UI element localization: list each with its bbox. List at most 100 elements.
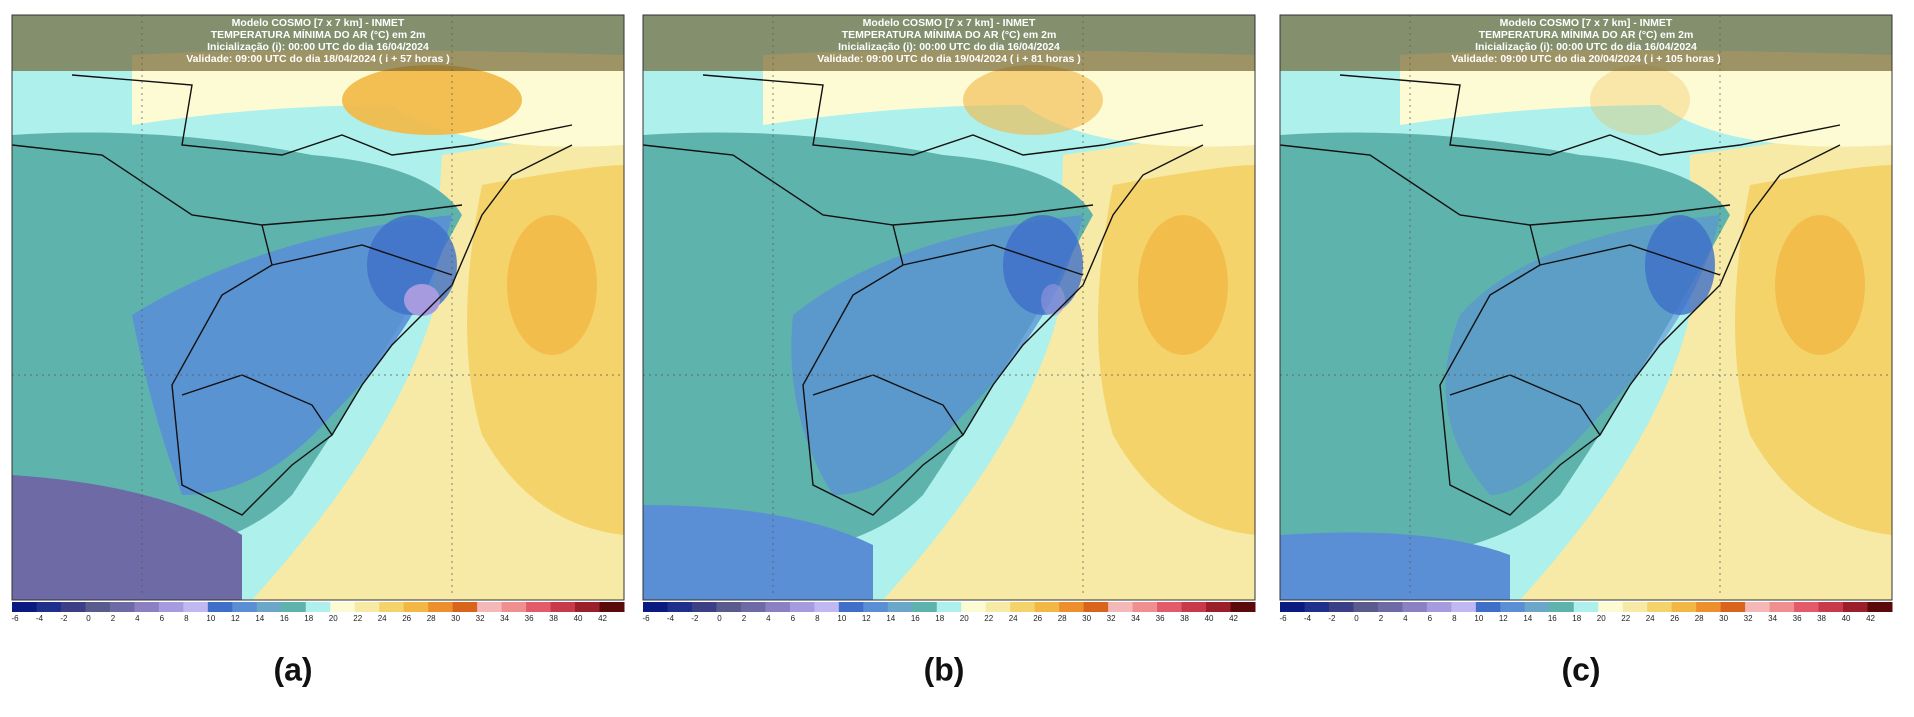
warm-spot	[507, 215, 597, 355]
colorbar-swatch	[1647, 602, 1673, 612]
colorbar-swatch	[85, 602, 111, 612]
colorbar-swatch	[765, 602, 791, 612]
colorbar-tick-label: 6	[160, 614, 165, 623]
colorbar-tick-label: 42	[598, 614, 607, 623]
colorbar-swatch	[936, 602, 962, 612]
colorbar-swatch	[863, 602, 889, 612]
colorbar-swatch	[109, 602, 135, 612]
colorbar-swatch	[1475, 602, 1501, 612]
colorbar-tick-label: 16	[280, 614, 289, 623]
header-line: TEMPERATURA MÍNIMA DO AR (°C) em 2m	[211, 28, 426, 41]
colorbar-swatch	[1696, 602, 1722, 612]
coldest	[1041, 284, 1065, 316]
colorbar-swatch	[789, 602, 815, 612]
header-line: Inicialização (i): 00:00 UTC do dia 16/0…	[207, 41, 429, 53]
colorbar-tick-label: -6	[1279, 614, 1287, 623]
header-line: TEMPERATURA MÍNIMA DO AR (°C) em 2m	[1479, 28, 1694, 41]
map-panel: Modelo COSMO [7 x 7 km] - INMETTEMPERATU…	[642, 14, 1256, 623]
colorbar-swatch	[403, 602, 429, 612]
map-field	[643, 15, 1255, 600]
colorbar-swatch	[256, 602, 282, 612]
borders	[12, 74, 573, 516]
colorbar-tick-label: -4	[667, 614, 675, 623]
colorbar-tick-label: -6	[11, 614, 19, 623]
colorbar-swatch	[207, 602, 233, 612]
colorbar-tick-label: 4	[1403, 614, 1408, 623]
south-cold	[643, 505, 873, 600]
colorbar-tick-label: 6	[791, 614, 796, 623]
colorbar-swatch	[134, 602, 160, 612]
colorbar-tick-label: 22	[1621, 614, 1630, 623]
colorbar-swatch	[36, 602, 62, 612]
south-cold	[12, 475, 242, 600]
colorbar-swatch	[1451, 602, 1477, 612]
warm-spot	[1775, 215, 1865, 355]
colorbar-tick-label: 32	[1107, 614, 1116, 623]
colorbar-tick-label: 36	[525, 614, 534, 623]
colorbar-tick-label: -4	[1304, 614, 1312, 623]
colorbar-tick-label: 38	[549, 614, 558, 623]
colorbar-swatch	[330, 602, 356, 612]
colorbar-tick-label: -2	[1328, 614, 1336, 623]
colorbar-swatch	[158, 602, 184, 612]
colorbar-tick-label: 12	[1499, 614, 1508, 623]
borders	[1280, 74, 1841, 516]
colorbar-swatch	[1328, 602, 1354, 612]
colorbar-tick-label: 4	[135, 614, 140, 623]
panel-label: (c)	[1561, 651, 1600, 687]
colorbar-tick-label: 4	[766, 614, 771, 623]
coldest	[404, 284, 440, 316]
colorbar-tick-label: 10	[206, 614, 215, 623]
colorbar-tick-label: 12	[231, 614, 240, 623]
south-cold	[1280, 532, 1510, 600]
colorbar-tick-label: 18	[304, 614, 313, 623]
colorbar-swatch	[1622, 602, 1648, 612]
colorbar-swatch	[1304, 602, 1330, 612]
colorbar-swatch	[1500, 602, 1526, 612]
colorbar-tick-label: 30	[1082, 614, 1091, 623]
colorbar-swatch	[428, 602, 454, 612]
colorbar-swatch	[232, 602, 258, 612]
colorbar-tick-label: -2	[691, 614, 699, 623]
colorbar-tick-label: 42	[1229, 614, 1238, 623]
north-hot	[963, 65, 1103, 135]
colorbar-swatch	[643, 602, 668, 612]
colorbar-tick-label: 26	[1670, 614, 1679, 623]
colorbar-tick-label: 0	[1354, 614, 1359, 623]
colorbar-swatch	[599, 602, 625, 612]
colorbar-tick-label: 0	[86, 614, 91, 623]
colorbar-swatch	[281, 602, 307, 612]
colorbar-swatch	[183, 602, 209, 612]
colorbar-swatch	[1083, 602, 1109, 612]
map-field	[12, 15, 624, 600]
colorbar-swatch	[1524, 602, 1550, 612]
map-frame	[1279, 14, 1893, 601]
colorbar-swatch	[477, 602, 503, 612]
colorbar-tick-label: 24	[378, 614, 387, 623]
colorbar-tick-label: 20	[960, 614, 969, 623]
colorbar-swatch	[1034, 602, 1060, 612]
north-hot	[342, 65, 522, 135]
colorbar-swatch	[526, 602, 552, 612]
colorbar-tick-label: 16	[1548, 614, 1557, 623]
colorbar-swatch	[1843, 602, 1869, 612]
colorbar-tick-label: 8	[1452, 614, 1457, 623]
colorbar-swatch	[1426, 602, 1452, 612]
colorbar-swatch	[60, 602, 86, 612]
colorbar-tick-label: 40	[574, 614, 583, 623]
colorbar-swatch	[1720, 602, 1746, 612]
colorbar-tick-label: 16	[911, 614, 920, 623]
colorbar-tick-label: 28	[1058, 614, 1067, 623]
colorbar-tick-label: 14	[255, 614, 264, 623]
colorbar-swatch	[1157, 602, 1183, 612]
colorbar-tick-label: 38	[1180, 614, 1189, 623]
header-line: Modelo COSMO [7 x 7 km] - INMET	[1500, 17, 1673, 29]
map-frame	[11, 14, 625, 601]
header-band	[12, 15, 624, 71]
colorbar-swatch	[1769, 602, 1795, 612]
colorbar-swatch	[985, 602, 1011, 612]
colorbar-tick-label: 32	[1744, 614, 1753, 623]
header-line: Validade: 09:00 UTC do dia 19/04/2024 ( …	[817, 53, 1081, 65]
colorbar-swatch	[12, 602, 37, 612]
colorbar-swatch	[1377, 602, 1403, 612]
